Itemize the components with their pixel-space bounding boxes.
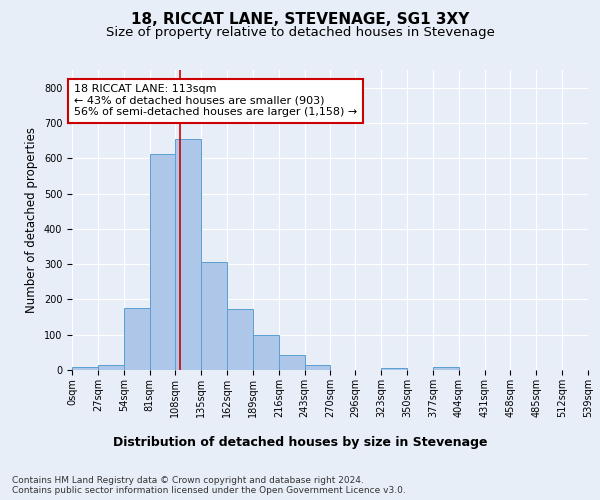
Text: Size of property relative to detached houses in Stevenage: Size of property relative to detached ho…: [106, 26, 494, 39]
Text: Distribution of detached houses by size in Stevenage: Distribution of detached houses by size …: [113, 436, 487, 449]
Text: 18, RICCAT LANE, STEVENAGE, SG1 3XY: 18, RICCAT LANE, STEVENAGE, SG1 3XY: [131, 12, 469, 28]
Bar: [305, 364, 331, 370]
Bar: [433, 367, 459, 370]
Bar: [201, 262, 227, 370]
Bar: [175, 139, 201, 370]
Bar: [253, 334, 279, 370]
Bar: [381, 368, 407, 370]
Bar: [98, 364, 124, 370]
Y-axis label: Number of detached properties: Number of detached properties: [25, 127, 38, 313]
Bar: [72, 367, 98, 370]
Text: 18 RICCAT LANE: 113sqm
← 43% of detached houses are smaller (903)
56% of semi-de: 18 RICCAT LANE: 113sqm ← 43% of detached…: [74, 84, 357, 117]
Bar: [124, 308, 149, 370]
Bar: [149, 154, 175, 370]
Text: Contains HM Land Registry data © Crown copyright and database right 2024.
Contai: Contains HM Land Registry data © Crown c…: [12, 476, 406, 495]
Bar: [279, 355, 305, 370]
Bar: [227, 310, 253, 370]
